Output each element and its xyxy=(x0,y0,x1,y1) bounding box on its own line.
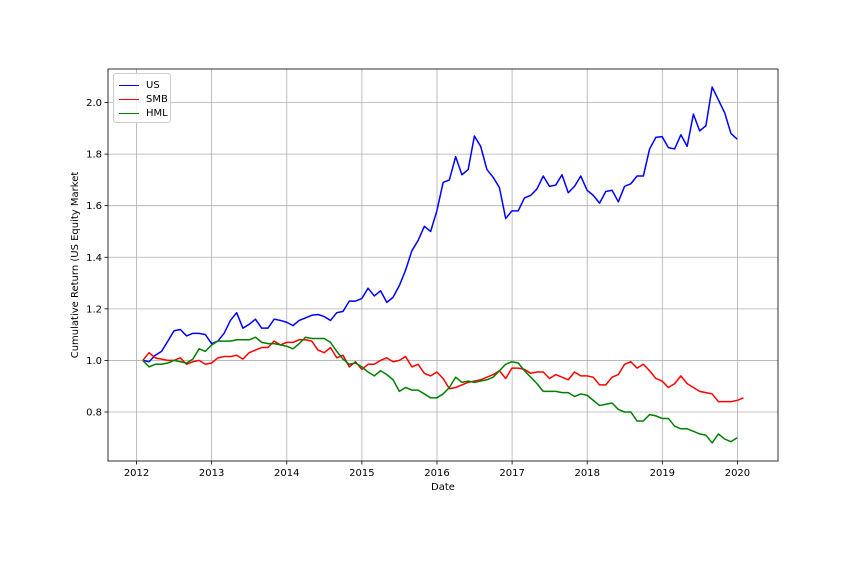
series-layer xyxy=(142,86,744,444)
y-tick-label: 1.0 xyxy=(86,356,102,367)
x-tick-label: 2013 xyxy=(199,468,224,479)
legend-item-us: US xyxy=(119,77,160,93)
x-tick-label: 2018 xyxy=(574,468,599,479)
legend-swatch-hml xyxy=(119,112,139,114)
y-axis-label: Cumulative Return (US Equity Market xyxy=(70,172,81,359)
legend-label-us: US xyxy=(146,79,160,91)
y-tick-label: 0.8 xyxy=(86,408,102,419)
y-tick-label: 1.8 xyxy=(86,150,102,161)
x-tick-label: 2012 xyxy=(124,468,149,479)
legend-swatch-us xyxy=(119,84,139,86)
legend-item-hml: HML xyxy=(119,105,168,121)
legend: US SMB HML xyxy=(113,73,171,123)
y-tick-label: 1.2 xyxy=(86,304,102,315)
x-tick-label: 2014 xyxy=(274,468,299,479)
series-line-smb xyxy=(142,339,744,403)
series-line-us xyxy=(142,86,738,363)
tick-layer: 2012 2013 2014 2015 2016 2017 2018 2019 2020 0.8 1… xyxy=(86,98,750,479)
x-tick-label: 2019 xyxy=(650,468,675,479)
x-tick-label: 2016 xyxy=(424,468,449,479)
plot-frame xyxy=(107,68,779,462)
y-tick-label: 2.0 xyxy=(86,98,102,109)
x-tick-label: 2020 xyxy=(725,468,750,479)
x-tick-label: 2015 xyxy=(349,468,374,479)
legend-swatch-smb xyxy=(119,98,139,100)
legend-label-smb: SMB xyxy=(146,93,168,105)
x-axis-label: Date xyxy=(431,482,455,493)
legend-item-smb: SMB xyxy=(119,91,168,107)
y-tick-label: 1.6 xyxy=(86,201,102,212)
grid-layer xyxy=(108,69,778,461)
legend-label-hml: HML xyxy=(146,107,168,119)
y-tick-label: 1.4 xyxy=(86,253,102,264)
x-tick-label: 2017 xyxy=(499,468,524,479)
series-line-hml xyxy=(142,336,738,444)
